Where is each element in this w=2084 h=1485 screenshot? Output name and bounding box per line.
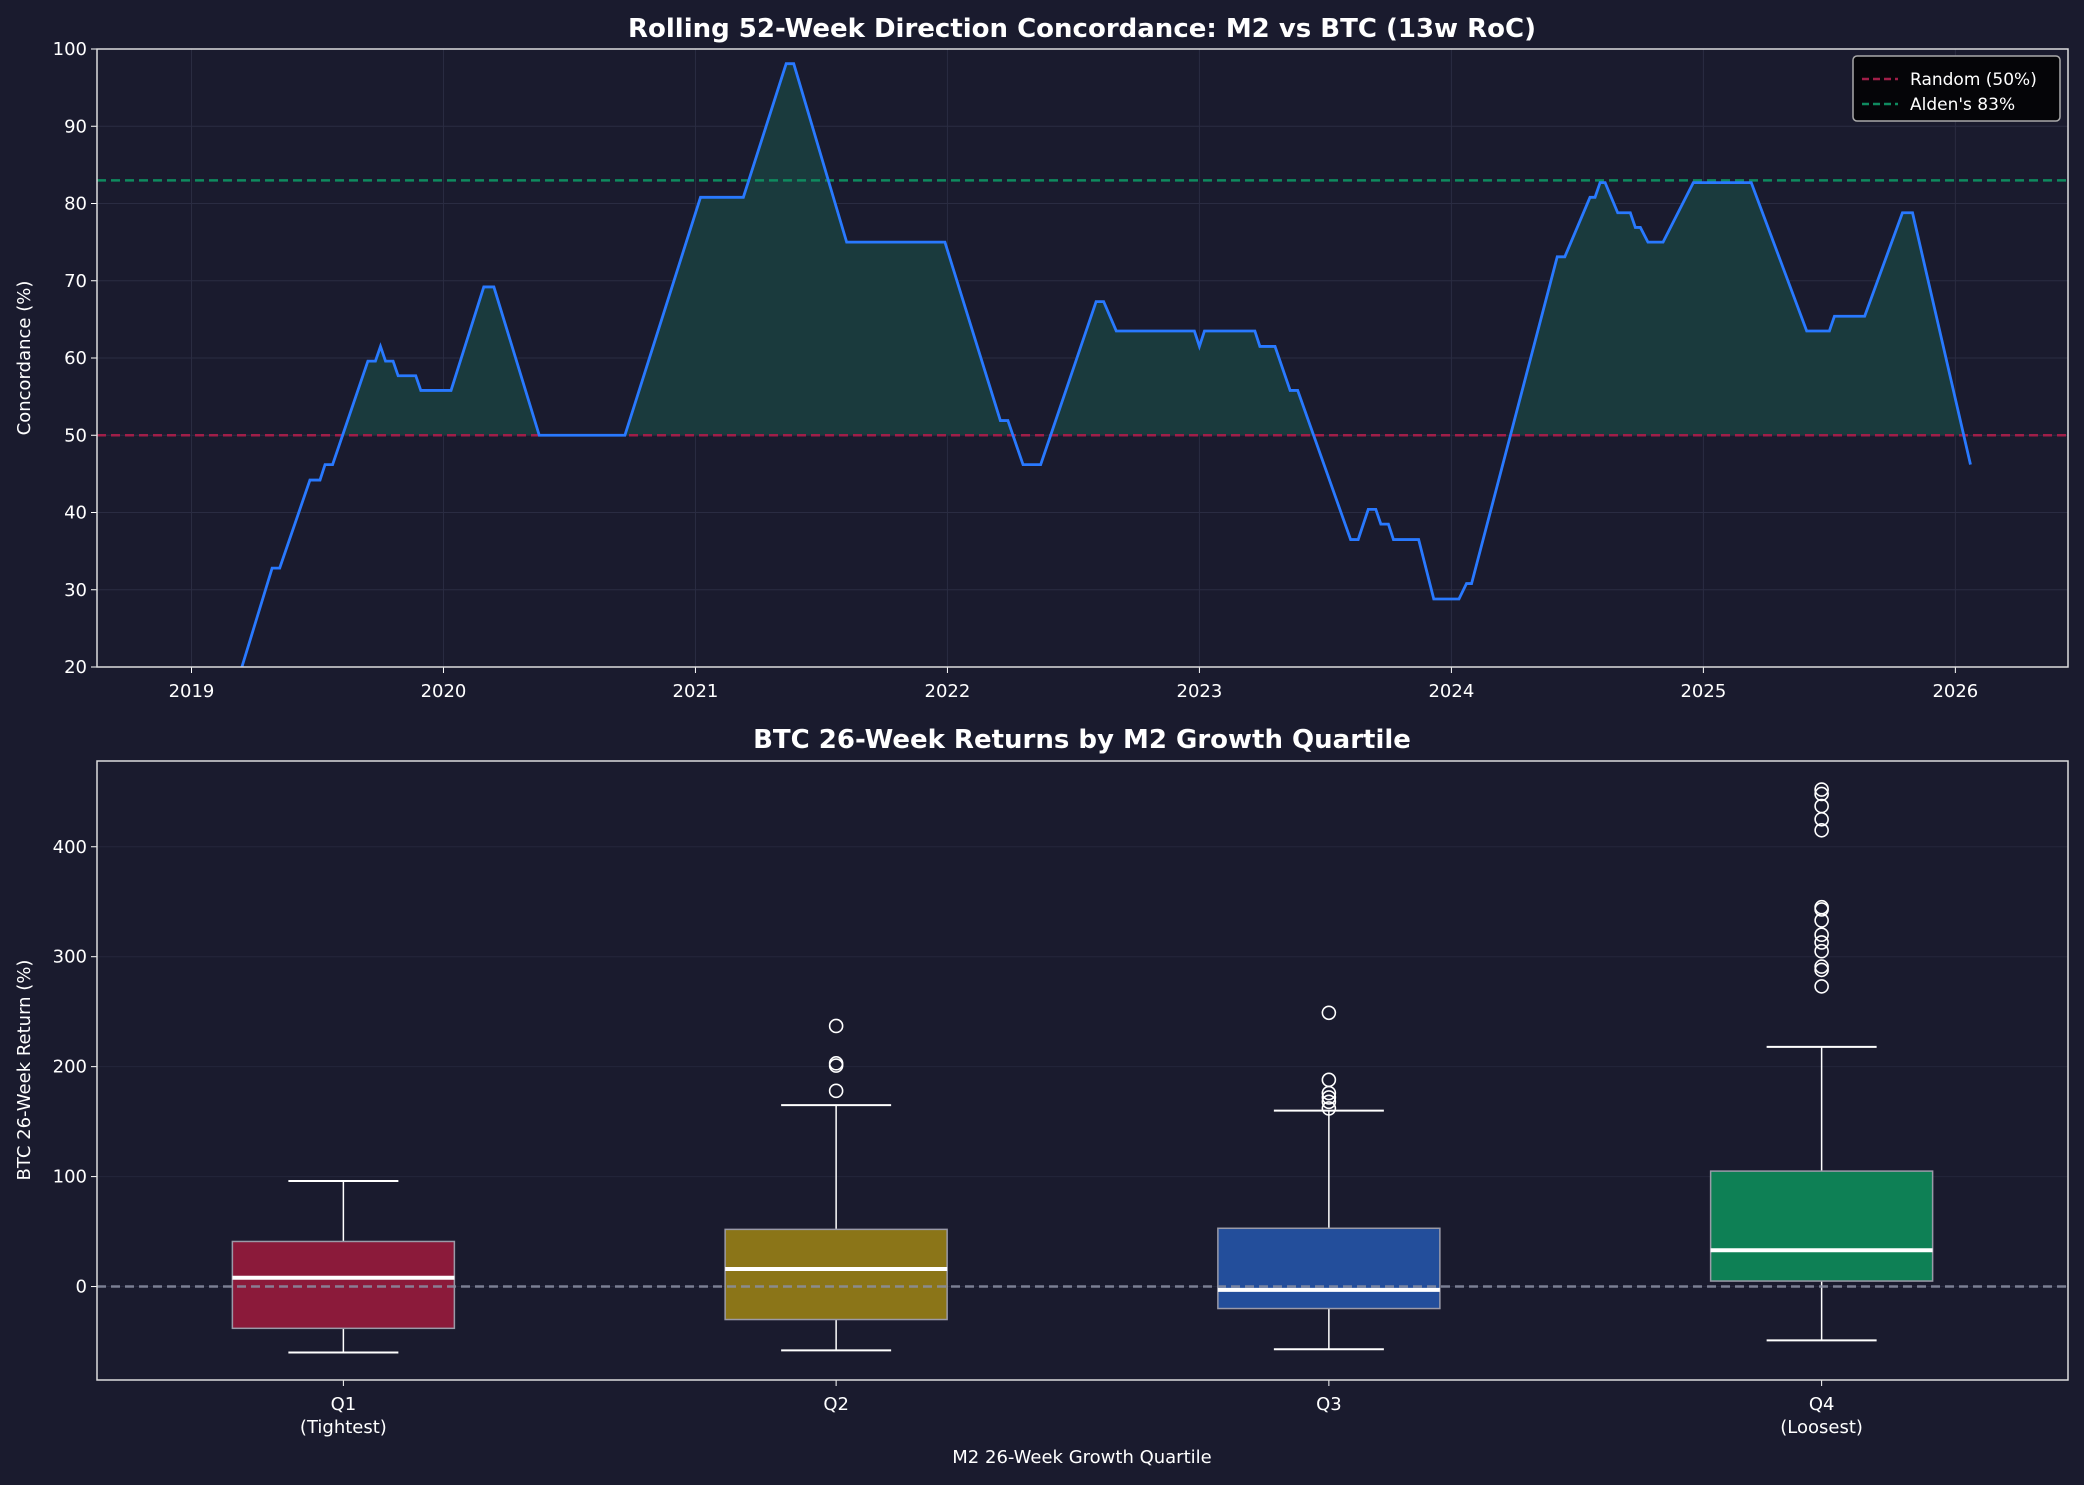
outlier-point <box>1814 943 1829 959</box>
y-tick-label: 200 <box>53 1057 87 1078</box>
x-tick-label: 2024 <box>1428 681 1474 702</box>
outlier-point <box>1814 798 1829 814</box>
x-tick-label: 2021 <box>673 681 719 702</box>
concordance-chart: 2019 2020 2021 2022 2023 2024 2025 2026 20 30 40 50… <box>53 39 2069 702</box>
iqr-box <box>1709 1170 1934 1282</box>
outlier-point <box>1321 1090 1337 1105</box>
outlier-point <box>1321 1101 1337 1116</box>
bottom-x-axis-label: M2 26-Week Growth Quartile <box>952 1447 1211 1468</box>
plot-frame <box>96 760 2069 1381</box>
outlier-point <box>1321 1005 1337 1021</box>
iqr-box <box>724 1228 948 1321</box>
x-tick-label: 2022 <box>925 681 971 702</box>
y-tick-label: 50 <box>64 425 87 446</box>
x-tick-label: 2025 <box>1680 681 1726 702</box>
top-y-axis-label: Concordance (%) <box>14 281 35 436</box>
y-tick-label: 80 <box>64 194 87 215</box>
y-tick-label: 300 <box>53 947 87 968</box>
x-tick-label: Q3 <box>1316 1394 1342 1415</box>
outlier-point <box>1321 1072 1337 1088</box>
legend-box <box>1852 55 2061 122</box>
x-tick-label: Q4 <box>1809 1394 1835 1415</box>
iqr-box <box>1217 1227 1441 1310</box>
legend: Random (50%) Alden's 83% <box>1852 55 2061 122</box>
outlier-point <box>1814 927 1829 943</box>
plot-frame <box>96 48 2069 668</box>
outlier-point <box>1814 935 1829 950</box>
x-tick-label: 2023 <box>1177 681 1223 702</box>
x-tick-label: Q2 <box>823 1394 849 1415</box>
legend-label: Alden's 83% <box>1910 95 2015 115</box>
outlier-point <box>1814 822 1829 838</box>
y-tick-label: 90 <box>64 116 87 137</box>
outlier-point <box>1321 1094 1337 1110</box>
outlier-point <box>828 1018 844 1034</box>
y-tick-label: 0 <box>76 1277 87 1298</box>
box-q1 <box>231 1179 456 1354</box>
y-tick-label: 400 <box>53 837 87 858</box>
box-q3 <box>1217 1005 1441 1351</box>
box-q4 <box>1709 782 1934 1342</box>
y-tick-label: 30 <box>64 580 87 601</box>
bottom-chart-title: BTC 26-Week Returns by M2 Growth Quartil… <box>753 725 1411 755</box>
outlier-point <box>828 1056 844 1071</box>
outlier-point <box>1814 959 1829 974</box>
concordance-fill-area <box>241 63 1971 436</box>
x-tick-label: 2020 <box>421 681 467 702</box>
y-tick-label: 70 <box>64 271 87 292</box>
outlier-point <box>1814 786 1829 802</box>
outlier-point <box>828 1083 844 1099</box>
outlier-point <box>1814 962 1829 978</box>
legend-label: Random (50%) <box>1910 70 2037 90</box>
x-tick-sublabel: (Loosest) <box>1780 1417 1863 1438</box>
iqr-box <box>231 1240 456 1330</box>
box-q2 <box>724 1018 948 1352</box>
concordance-line <box>240 62 1972 668</box>
outlier-point <box>1814 979 1829 994</box>
x-tick-label: 2019 <box>169 681 215 702</box>
outlier-point <box>1814 899 1829 915</box>
y-tick-label: 20 <box>64 657 87 678</box>
quartile-boxplot: 0 100 200 300 400 Q1(Tightest) Q2 Q3 Q4(Loosest) <box>53 760 2069 1438</box>
y-tick-label: 60 <box>64 348 87 369</box>
x-tick-sublabel: (Tightest) <box>300 1417 387 1438</box>
outlier-point <box>1814 782 1829 797</box>
y-tick-label: 100 <box>53 1167 87 1188</box>
x-tick-label: Q1 <box>331 1394 357 1415</box>
x-tick-label: 2026 <box>1932 681 1978 702</box>
y-tick-label: 40 <box>64 503 87 524</box>
top-chart-title: Rolling 52-Week Direction Concordance: M… <box>628 14 1536 44</box>
y-tick-label: 100 <box>53 39 87 60</box>
bottom-y-axis-label: BTC 26-Week Return (%) <box>14 960 35 1181</box>
